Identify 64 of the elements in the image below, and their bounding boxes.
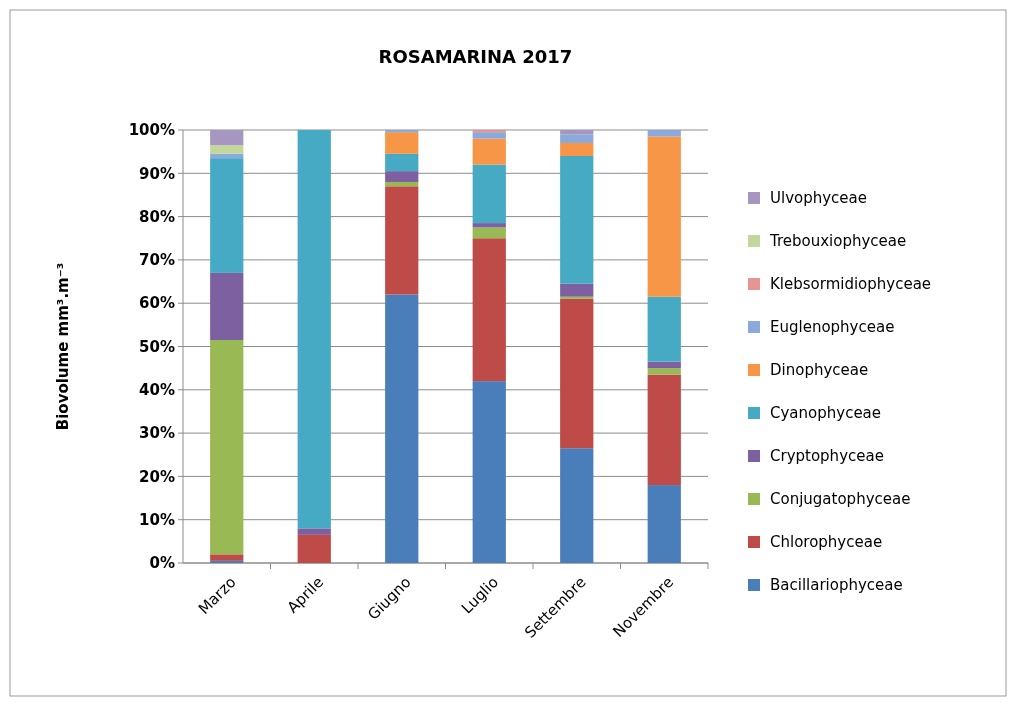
- legend-label: Conjugatophyceae: [770, 490, 911, 509]
- y-tick-label: 80%: [139, 207, 175, 226]
- bar: [647, 296, 681, 362]
- y-tick-label: 30%: [139, 424, 175, 443]
- bar: [647, 485, 681, 563]
- bar: [385, 294, 419, 563]
- bar: [647, 136, 681, 297]
- legend-label: Euglenophyceae: [770, 318, 895, 337]
- bar: [560, 142, 594, 156]
- bar: [472, 223, 506, 228]
- bar: [297, 528, 331, 535]
- bar: [647, 130, 681, 137]
- y-tick-label: 60%: [139, 294, 175, 313]
- bar: [385, 130, 419, 133]
- bar: [210, 130, 244, 146]
- bar: [560, 296, 594, 299]
- bar: [560, 298, 594, 449]
- bar: [210, 158, 244, 273]
- y-tick-label: 50%: [139, 337, 175, 356]
- bar: [210, 153, 244, 159]
- legend-label: Ulvophyceae: [770, 189, 868, 208]
- legend-label: Dinophyceae: [770, 361, 869, 380]
- bar: [472, 130, 506, 133]
- legend-label: Cryptophyceae: [770, 447, 884, 466]
- bar: [472, 132, 506, 139]
- bar: [647, 374, 681, 486]
- bar: [210, 145, 244, 154]
- bar: [297, 534, 331, 563]
- bar: [560, 155, 594, 284]
- legend-label: Trebouxiophyceae: [769, 232, 907, 251]
- y-tick-label: 90%: [139, 164, 175, 183]
- bar: [385, 132, 419, 154]
- y-tick-label: 40%: [139, 381, 175, 400]
- bar: [472, 164, 506, 224]
- bar: [647, 361, 681, 369]
- bar: [210, 272, 244, 341]
- bar: [210, 554, 244, 561]
- y-tick-label: 100%: [128, 121, 175, 140]
- bar: [472, 227, 506, 239]
- bar: [560, 283, 594, 297]
- bar: [385, 153, 419, 172]
- bar: [385, 181, 419, 187]
- y-tick-label: 10%: [139, 510, 175, 529]
- y-axis-title: Biovolume mm³.m⁻³: [54, 262, 72, 431]
- bar: [297, 130, 331, 529]
- legend-label: Bacillariophyceae: [770, 576, 903, 595]
- bar: [560, 130, 594, 135]
- bar: [210, 340, 244, 555]
- bar: [385, 186, 419, 295]
- chart-title: ROSAMARINA 2017: [378, 46, 573, 67]
- legend-label: Cyanophyceae: [770, 404, 882, 423]
- bar: [210, 560, 244, 563]
- bar: [472, 381, 506, 563]
- y-tick-label: 70%: [139, 251, 175, 270]
- bar: [472, 138, 506, 165]
- bar: [385, 171, 419, 182]
- legend-label: Klebsormidiophyceae: [770, 275, 932, 294]
- y-tick-label: 20%: [139, 467, 175, 486]
- bar: [647, 368, 681, 375]
- legend-label: Chlorophyceae: [770, 533, 883, 552]
- bar: [560, 134, 594, 143]
- bar: [472, 238, 506, 382]
- y-tick-label: 0%: [149, 554, 175, 573]
- bar: [560, 448, 594, 563]
